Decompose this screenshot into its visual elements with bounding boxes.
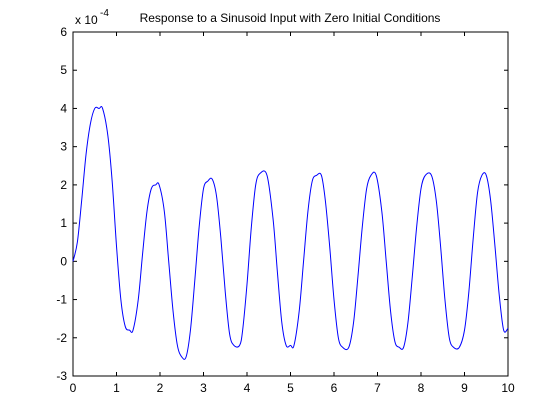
x-tick-label: 0 [70,381,77,395]
x-axis: 0 1 2 3 4 5 6 7 8 9 10 [70,32,515,395]
y-tick-label: 1 [60,216,67,230]
y-tick-label: 6 [60,25,67,39]
y-tick-label: 4 [60,101,67,115]
y-multiplier-exponent: -4 [100,8,109,19]
plot-area [72,31,509,377]
series-group [72,105,509,360]
y-tick-label: -2 [56,331,67,345]
x-tick-label: 10 [501,381,515,395]
x-tick-label: 4 [244,381,251,395]
x-tick-label: 2 [157,381,164,395]
x-tick-label: 7 [374,381,381,395]
y-tick-label: 3 [60,140,67,154]
x-tick-label: 1 [113,381,120,395]
y-tick-label: -1 [56,293,67,307]
y-axis: -3 -2 -1 0 1 2 3 4 5 6 [56,25,508,383]
series-line-0 [72,105,509,360]
y-tick-label: 5 [60,63,67,77]
y-multiplier-base: x 10 [75,13,98,27]
y-tick-label: 2 [60,178,67,192]
x-tick-label: 6 [331,381,338,395]
x-tick-label: 3 [200,381,207,395]
chart-title: Response to a Sinusoid Input with Zero I… [140,11,441,25]
y-tick-label: -3 [56,369,67,383]
x-tick-label: 8 [418,381,425,395]
x-tick-label: 5 [287,381,294,395]
x-tick-label: 9 [461,381,468,395]
y-tick-label: 0 [60,254,67,268]
